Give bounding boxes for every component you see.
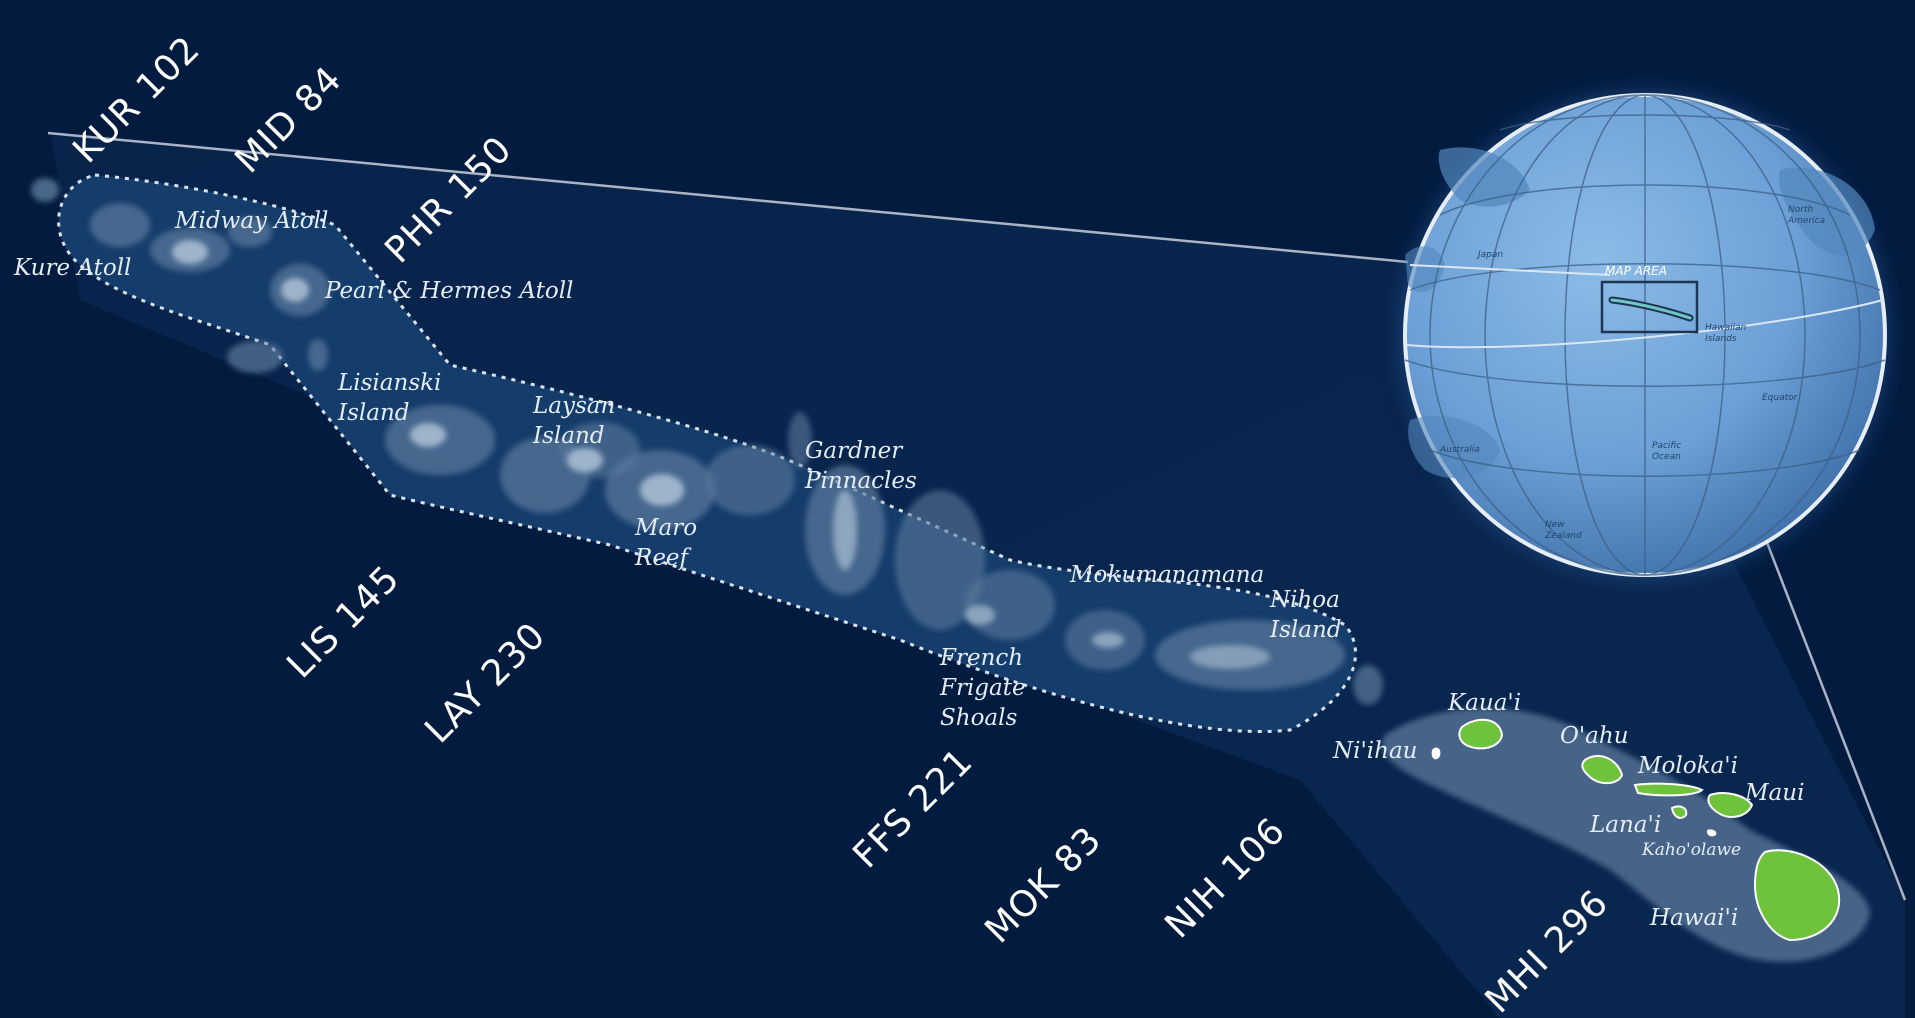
- globe-label-north-america-2: America: [1787, 216, 1825, 226]
- equator-line: [1406, 299, 1884, 349]
- label-gardner-2: Pinnacles: [804, 468, 917, 494]
- label-gardner-1: Gardner: [805, 438, 904, 464]
- label-kure-atoll: Kure Atoll: [13, 255, 131, 281]
- label-pearl-hermes-atoll: Pearl & Hermes Atoll: [324, 278, 573, 304]
- globe-archipelago: [1610, 298, 1692, 320]
- label-lisianski-1: Lisianski: [337, 370, 441, 396]
- label-maro-1: Maro: [634, 515, 697, 541]
- lanai-island: [1670, 805, 1688, 819]
- hawaii-island: [1753, 849, 1841, 942]
- globe-label-japan: Japan: [1476, 250, 1503, 260]
- globe-graticule: [1404, 94, 1886, 576]
- globe-label-australia: Australia: [1439, 445, 1480, 455]
- label-lisianski-2: Island: [337, 400, 410, 426]
- kahoolawe-island: [1706, 829, 1717, 837]
- map-area-box: [1600, 280, 1699, 334]
- reef-highlights: [172, 240, 1270, 669]
- label-french-frigate-2: Frigate: [939, 675, 1026, 701]
- molokai-island: [1633, 782, 1704, 797]
- label-laysan-2: Island: [532, 423, 605, 449]
- oahu-island: [1581, 755, 1624, 785]
- globe-label-equator: Equator: [1762, 393, 1799, 403]
- maui-island: [1707, 792, 1754, 818]
- label-kauai: Kaua'i: [1447, 690, 1521, 716]
- globe-label-new-zealand-1: New: [1545, 520, 1565, 530]
- globe-label-pacific-1: Pacific: [1652, 441, 1681, 451]
- main-islands-shelf: [1381, 708, 1870, 962]
- globe-label-map-area: MAP AREA: [1605, 264, 1667, 278]
- island-labels: Kure Atoll Midway Atoll Pearl & Hermes A…: [13, 208, 1804, 931]
- label-nihoa-1: Nihoa: [1269, 587, 1340, 613]
- niihau-island: [1431, 747, 1441, 760]
- globe-inset: [1400, 90, 1890, 580]
- label-nihoa-2: Island: [1269, 617, 1342, 643]
- label-midway-atoll: Midway Atoll: [174, 208, 328, 234]
- globe-label-pacific-2: Ocean: [1652, 452, 1681, 462]
- main-hawaiian-islands: [1381, 708, 1870, 962]
- globe-label-hawaiian-2: Islands: [1705, 334, 1737, 344]
- projection-line-top: [47, 131, 1409, 264]
- label-laysan-1: Laysan: [532, 393, 615, 419]
- label-kahoolawe: Kaho'olawe: [1641, 840, 1741, 860]
- label-lanai: Lana'i: [1589, 812, 1661, 838]
- globe-label-hawaiian-1: Hawaiian: [1705, 323, 1747, 333]
- shallow-banks: [31, 178, 1383, 705]
- label-hawaii: Hawai'i: [1649, 905, 1738, 931]
- label-french-frigate-3: Shoals: [940, 705, 1017, 731]
- label-mokumanamana: Mokumanamana: [1069, 562, 1264, 588]
- kauai-island: [1458, 718, 1504, 750]
- label-oahu: O'ahu: [1560, 723, 1629, 749]
- globe-label-new-zealand-2: Zealand: [1544, 531, 1582, 541]
- globe-label-north-america-1: North: [1788, 205, 1813, 215]
- label-french-frigate-1: French: [939, 645, 1023, 671]
- label-molokai: Moloka'i: [1637, 753, 1738, 779]
- label-niihau: Ni'ihau: [1332, 738, 1418, 764]
- globe-pointer-line: [1409, 264, 1611, 276]
- label-maro-2: Reef: [634, 545, 692, 571]
- label-maui: Maui: [1744, 780, 1804, 806]
